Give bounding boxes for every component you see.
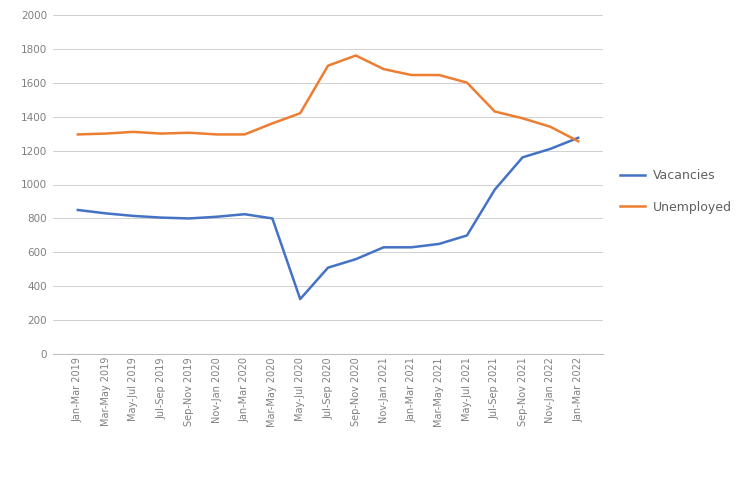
Unemployed (157, 130, 166, 136)
Vacancies (323, 265, 333, 271)
Unemployed (574, 138, 583, 144)
Unemployed (240, 131, 249, 137)
Vacancies (129, 213, 138, 219)
Unemployed (268, 121, 277, 126)
Unemployed (462, 80, 471, 86)
Unemployed (379, 66, 388, 72)
Unemployed (213, 131, 222, 137)
Vacancies (407, 245, 416, 250)
Vacancies (574, 135, 583, 141)
Unemployed (546, 124, 555, 130)
Vacancies (185, 215, 194, 221)
Vacancies (157, 215, 166, 220)
Vacancies (268, 215, 277, 221)
Unemployed (129, 129, 138, 135)
Unemployed (296, 110, 305, 116)
Vacancies (379, 245, 388, 250)
Line: Vacancies: Vacancies (78, 138, 578, 299)
Vacancies (296, 296, 305, 302)
Unemployed (518, 115, 527, 121)
Vacancies (462, 232, 471, 238)
Vacancies (213, 214, 222, 220)
Vacancies (351, 256, 360, 262)
Unemployed (101, 130, 110, 136)
Unemployed (323, 62, 333, 68)
Vacancies (490, 186, 499, 192)
Vacancies (434, 241, 443, 247)
Vacancies (240, 211, 249, 217)
Unemployed (185, 130, 194, 136)
Unemployed (351, 53, 360, 59)
Vacancies (546, 146, 555, 152)
Legend: Vacancies, Unemployed: Vacancies, Unemployed (621, 169, 732, 214)
Unemployed (73, 131, 82, 137)
Vacancies (101, 211, 110, 216)
Unemployed (407, 72, 416, 78)
Line: Unemployed: Unemployed (78, 56, 578, 141)
Unemployed (490, 109, 499, 115)
Unemployed (434, 72, 443, 78)
Vacancies (73, 207, 82, 213)
Vacancies (518, 154, 527, 160)
